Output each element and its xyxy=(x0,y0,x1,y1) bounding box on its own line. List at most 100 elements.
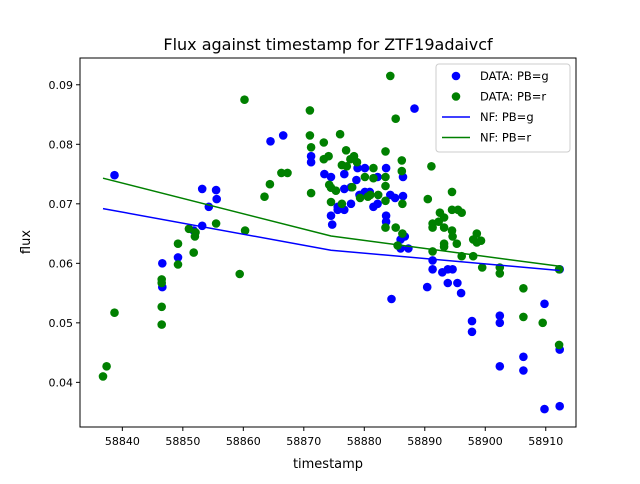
y-tick-label: 0.06 xyxy=(49,257,74,270)
data-point xyxy=(519,366,528,375)
y-tick-label: 0.09 xyxy=(49,79,74,92)
legend: DATA: PB=g DATA: PB=r NF: PB=g NF: PB=r xyxy=(435,63,571,153)
data-point xyxy=(538,318,547,328)
data-point xyxy=(331,186,341,195)
y-axis-label: flux xyxy=(19,230,34,254)
data-point xyxy=(495,318,505,328)
data-point xyxy=(468,251,478,261)
y-tick-label: 0.08 xyxy=(49,138,74,151)
data-point xyxy=(157,320,166,329)
data-point xyxy=(381,163,391,173)
data-point xyxy=(381,223,390,232)
data-point xyxy=(423,194,433,204)
series-line-3 xyxy=(102,177,560,268)
legend-label: NF: PB=r xyxy=(480,131,531,145)
data-point xyxy=(519,312,528,322)
data-point xyxy=(347,182,357,192)
data-point xyxy=(398,199,407,209)
data-point xyxy=(326,211,336,220)
data-point xyxy=(306,151,316,161)
data-point xyxy=(110,308,119,318)
data-point xyxy=(467,316,477,326)
data-point xyxy=(381,172,390,182)
legend-entry: NF: PB=r xyxy=(442,131,531,145)
data-point xyxy=(456,288,466,298)
data-point xyxy=(555,401,564,411)
data-point xyxy=(157,302,166,312)
data-point xyxy=(102,362,111,371)
data-point xyxy=(278,131,288,140)
data-point xyxy=(381,196,390,206)
data-point xyxy=(327,220,337,229)
data-point xyxy=(519,352,528,362)
data-point xyxy=(369,163,378,173)
data-point xyxy=(342,162,352,171)
data-point xyxy=(98,372,108,381)
chart-title: Flux against timestamp for ZTF19adaivcf xyxy=(163,35,493,54)
data-point xyxy=(397,156,407,165)
legend-entry: DATA: PB=g xyxy=(451,69,549,83)
data-point xyxy=(453,278,462,288)
data-point xyxy=(381,211,391,220)
data-point xyxy=(540,404,549,414)
data-point xyxy=(428,223,437,232)
data-point xyxy=(306,188,316,198)
data-point xyxy=(447,205,457,215)
legend-label: DATA: PB=r xyxy=(480,90,546,104)
x-tick-label: 58860 xyxy=(226,435,261,448)
data-point xyxy=(333,205,343,215)
data-point xyxy=(391,114,401,123)
data-point xyxy=(235,269,244,279)
data-point xyxy=(277,168,286,178)
x-tick-label: 58910 xyxy=(528,435,563,448)
legend-box xyxy=(435,63,571,153)
data-point xyxy=(173,239,183,248)
data-point xyxy=(439,213,449,222)
data-point xyxy=(240,95,249,104)
data-point xyxy=(352,175,361,185)
data-point xyxy=(519,284,528,293)
data-point xyxy=(211,185,221,195)
data-point xyxy=(472,229,482,238)
y-tick-label: 0.07 xyxy=(49,198,74,211)
legend-marker-swatch xyxy=(451,92,461,101)
data-point xyxy=(360,172,370,182)
data-point xyxy=(495,269,505,278)
series-points-1 xyxy=(98,71,564,381)
data-point xyxy=(540,299,549,309)
legend-entry: NF: PB=g xyxy=(442,110,534,124)
data-point xyxy=(260,192,269,201)
data-point xyxy=(554,340,564,350)
data-point xyxy=(320,169,329,179)
legend-label: NF: PB=g xyxy=(480,110,534,124)
data-point xyxy=(373,199,382,209)
axes: 58840 58850 58860 58870 58880 58890 58900 58910… xyxy=(49,57,577,448)
data-point xyxy=(398,191,408,201)
data-point xyxy=(381,181,390,191)
data-point xyxy=(110,170,119,180)
x-tick-label: 58850 xyxy=(165,435,200,448)
data-point xyxy=(428,265,437,274)
data-point xyxy=(335,129,345,139)
data-point xyxy=(448,265,457,274)
x-tick-label: 58890 xyxy=(407,435,442,448)
data-point xyxy=(428,256,437,265)
data-point xyxy=(439,242,449,251)
data-point xyxy=(554,265,564,274)
data-point xyxy=(212,194,221,204)
data-point xyxy=(266,137,275,146)
data-point xyxy=(283,168,292,178)
x-tick-label: 58840 xyxy=(105,435,140,448)
data-point xyxy=(340,169,349,179)
data-point xyxy=(306,143,316,152)
data-point xyxy=(197,221,207,231)
legend-marker-swatch xyxy=(451,71,461,81)
plot-area xyxy=(98,71,564,414)
data-point xyxy=(157,278,166,288)
series-line xyxy=(102,207,560,272)
data-point xyxy=(337,199,347,209)
data-point xyxy=(360,163,370,173)
axes-frame xyxy=(79,57,577,428)
data-point xyxy=(387,294,396,304)
